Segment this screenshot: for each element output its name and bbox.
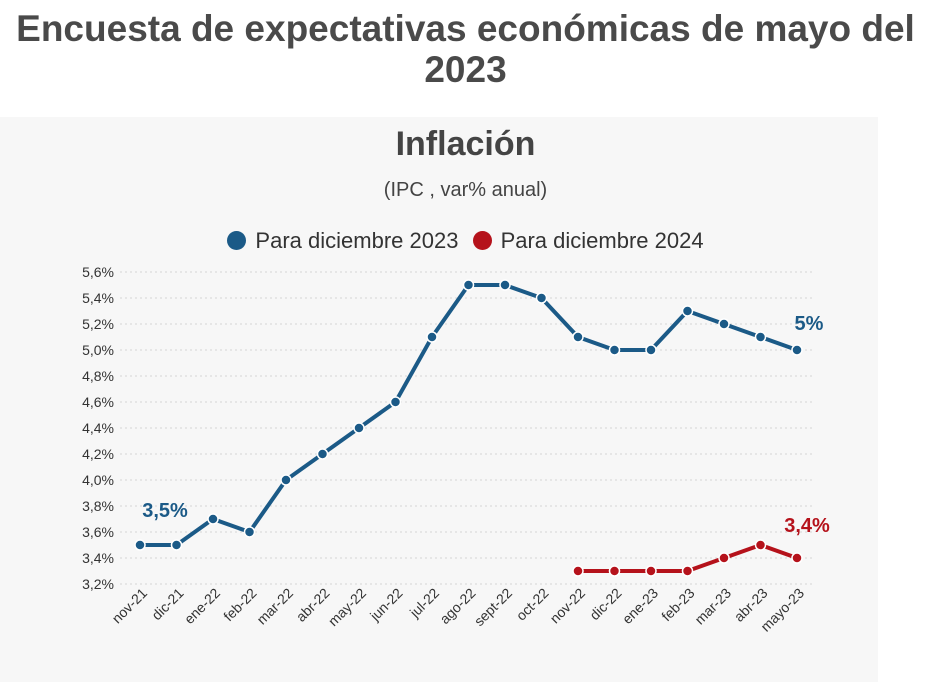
y-tick-label: 3,8% [82, 498, 114, 514]
x-tick-label: feb-22 [220, 585, 260, 625]
data-point [389, 396, 402, 408]
data-point [535, 292, 548, 304]
x-tick-label: nov-21 [109, 585, 151, 627]
data-point [280, 474, 292, 486]
y-tick-label: 4,0% [82, 472, 114, 488]
data-point [645, 344, 657, 356]
data-label: 3,4% [784, 515, 830, 537]
y-tick-label: 4,8% [82, 368, 114, 384]
chart-legend: Para diciembre 2023 Para diciembre 2024 [0, 228, 931, 254]
data-point [426, 331, 438, 343]
legend-item-diciembre-2023: Para diciembre 2023 [227, 228, 458, 254]
y-tick-label: 4,6% [82, 394, 114, 410]
y-tick-label: 5,4% [82, 290, 114, 306]
legend-swatch-diciembre-2023 [227, 231, 247, 250]
data-point [207, 513, 219, 525]
x-tick-label: feb-23 [658, 585, 698, 625]
x-tick-label: may-22 [325, 585, 369, 629]
y-tick-label: 4,2% [82, 446, 114, 462]
x-tick-label: ene-23 [619, 585, 661, 627]
x-tick-label: sept-22 [471, 585, 515, 629]
chart-plot: 3,2% 3,4% 3,6% 3,8% 4,0% 4,2% 4,4% 4,6% 4,8% 5,0%… [82, 264, 830, 635]
legend-label-diciembre-2024: Para diciembre 2024 [500, 228, 704, 253]
page-title: Encuesta de expectativas económicas de m… [16, 8, 915, 90]
y-tick-label: 3,2% [82, 576, 114, 592]
x-tick-label: mar-22 [253, 585, 296, 628]
data-point [645, 565, 657, 577]
data-point [718, 552, 730, 564]
data-point [572, 331, 584, 343]
legend-item-diciembre-2024: Para diciembre 2024 [472, 228, 704, 254]
data-point [791, 344, 803, 356]
data-point [754, 331, 767, 343]
x-tick-label: dic-22 [586, 585, 624, 623]
data-point [243, 526, 256, 538]
x-tick-label: jun-22 [366, 585, 406, 625]
y-tick-label: 5,6% [82, 264, 114, 280]
chart-title: Inflación [395, 125, 536, 163]
data-point [499, 279, 511, 291]
chart-panel: Inflación (IPC , var% anual) Para diciem… [0, 117, 878, 682]
chart-subtitle: (IPC , var% anual) [383, 179, 548, 201]
data-point [791, 552, 803, 564]
x-tick-label: oct-22 [513, 585, 552, 624]
data-point [681, 565, 694, 577]
data-point [353, 422, 365, 434]
data-label: 3,5% [142, 500, 188, 522]
y-tick-label: 5,0% [82, 342, 114, 358]
data-point [572, 565, 584, 577]
data-point [134, 539, 146, 551]
x-tick-label: ene-22 [181, 585, 223, 627]
legend-label-diciembre-2023: Para diciembre 2023 [255, 228, 459, 253]
data-point [754, 539, 767, 551]
data-point [608, 344, 621, 356]
data-point [608, 565, 621, 577]
data-point [681, 305, 694, 317]
data-point [462, 279, 475, 291]
y-tick-label: 3,6% [82, 524, 114, 540]
y-tick-label: 3,4% [82, 550, 114, 566]
x-tick-label: dic-21 [148, 585, 186, 623]
y-tick-label: 4,4% [82, 420, 114, 436]
x-tick-label: nov-22 [547, 585, 589, 627]
series-line-1 [138, 283, 799, 547]
data-point [170, 539, 183, 551]
data-point [316, 448, 329, 460]
x-tick-label: mar-23 [691, 585, 734, 628]
legend-swatch-diciembre-2024 [472, 231, 492, 250]
y-tick-label: 5,2% [82, 316, 114, 332]
data-label: 5% [795, 313, 824, 335]
data-point [718, 318, 730, 330]
